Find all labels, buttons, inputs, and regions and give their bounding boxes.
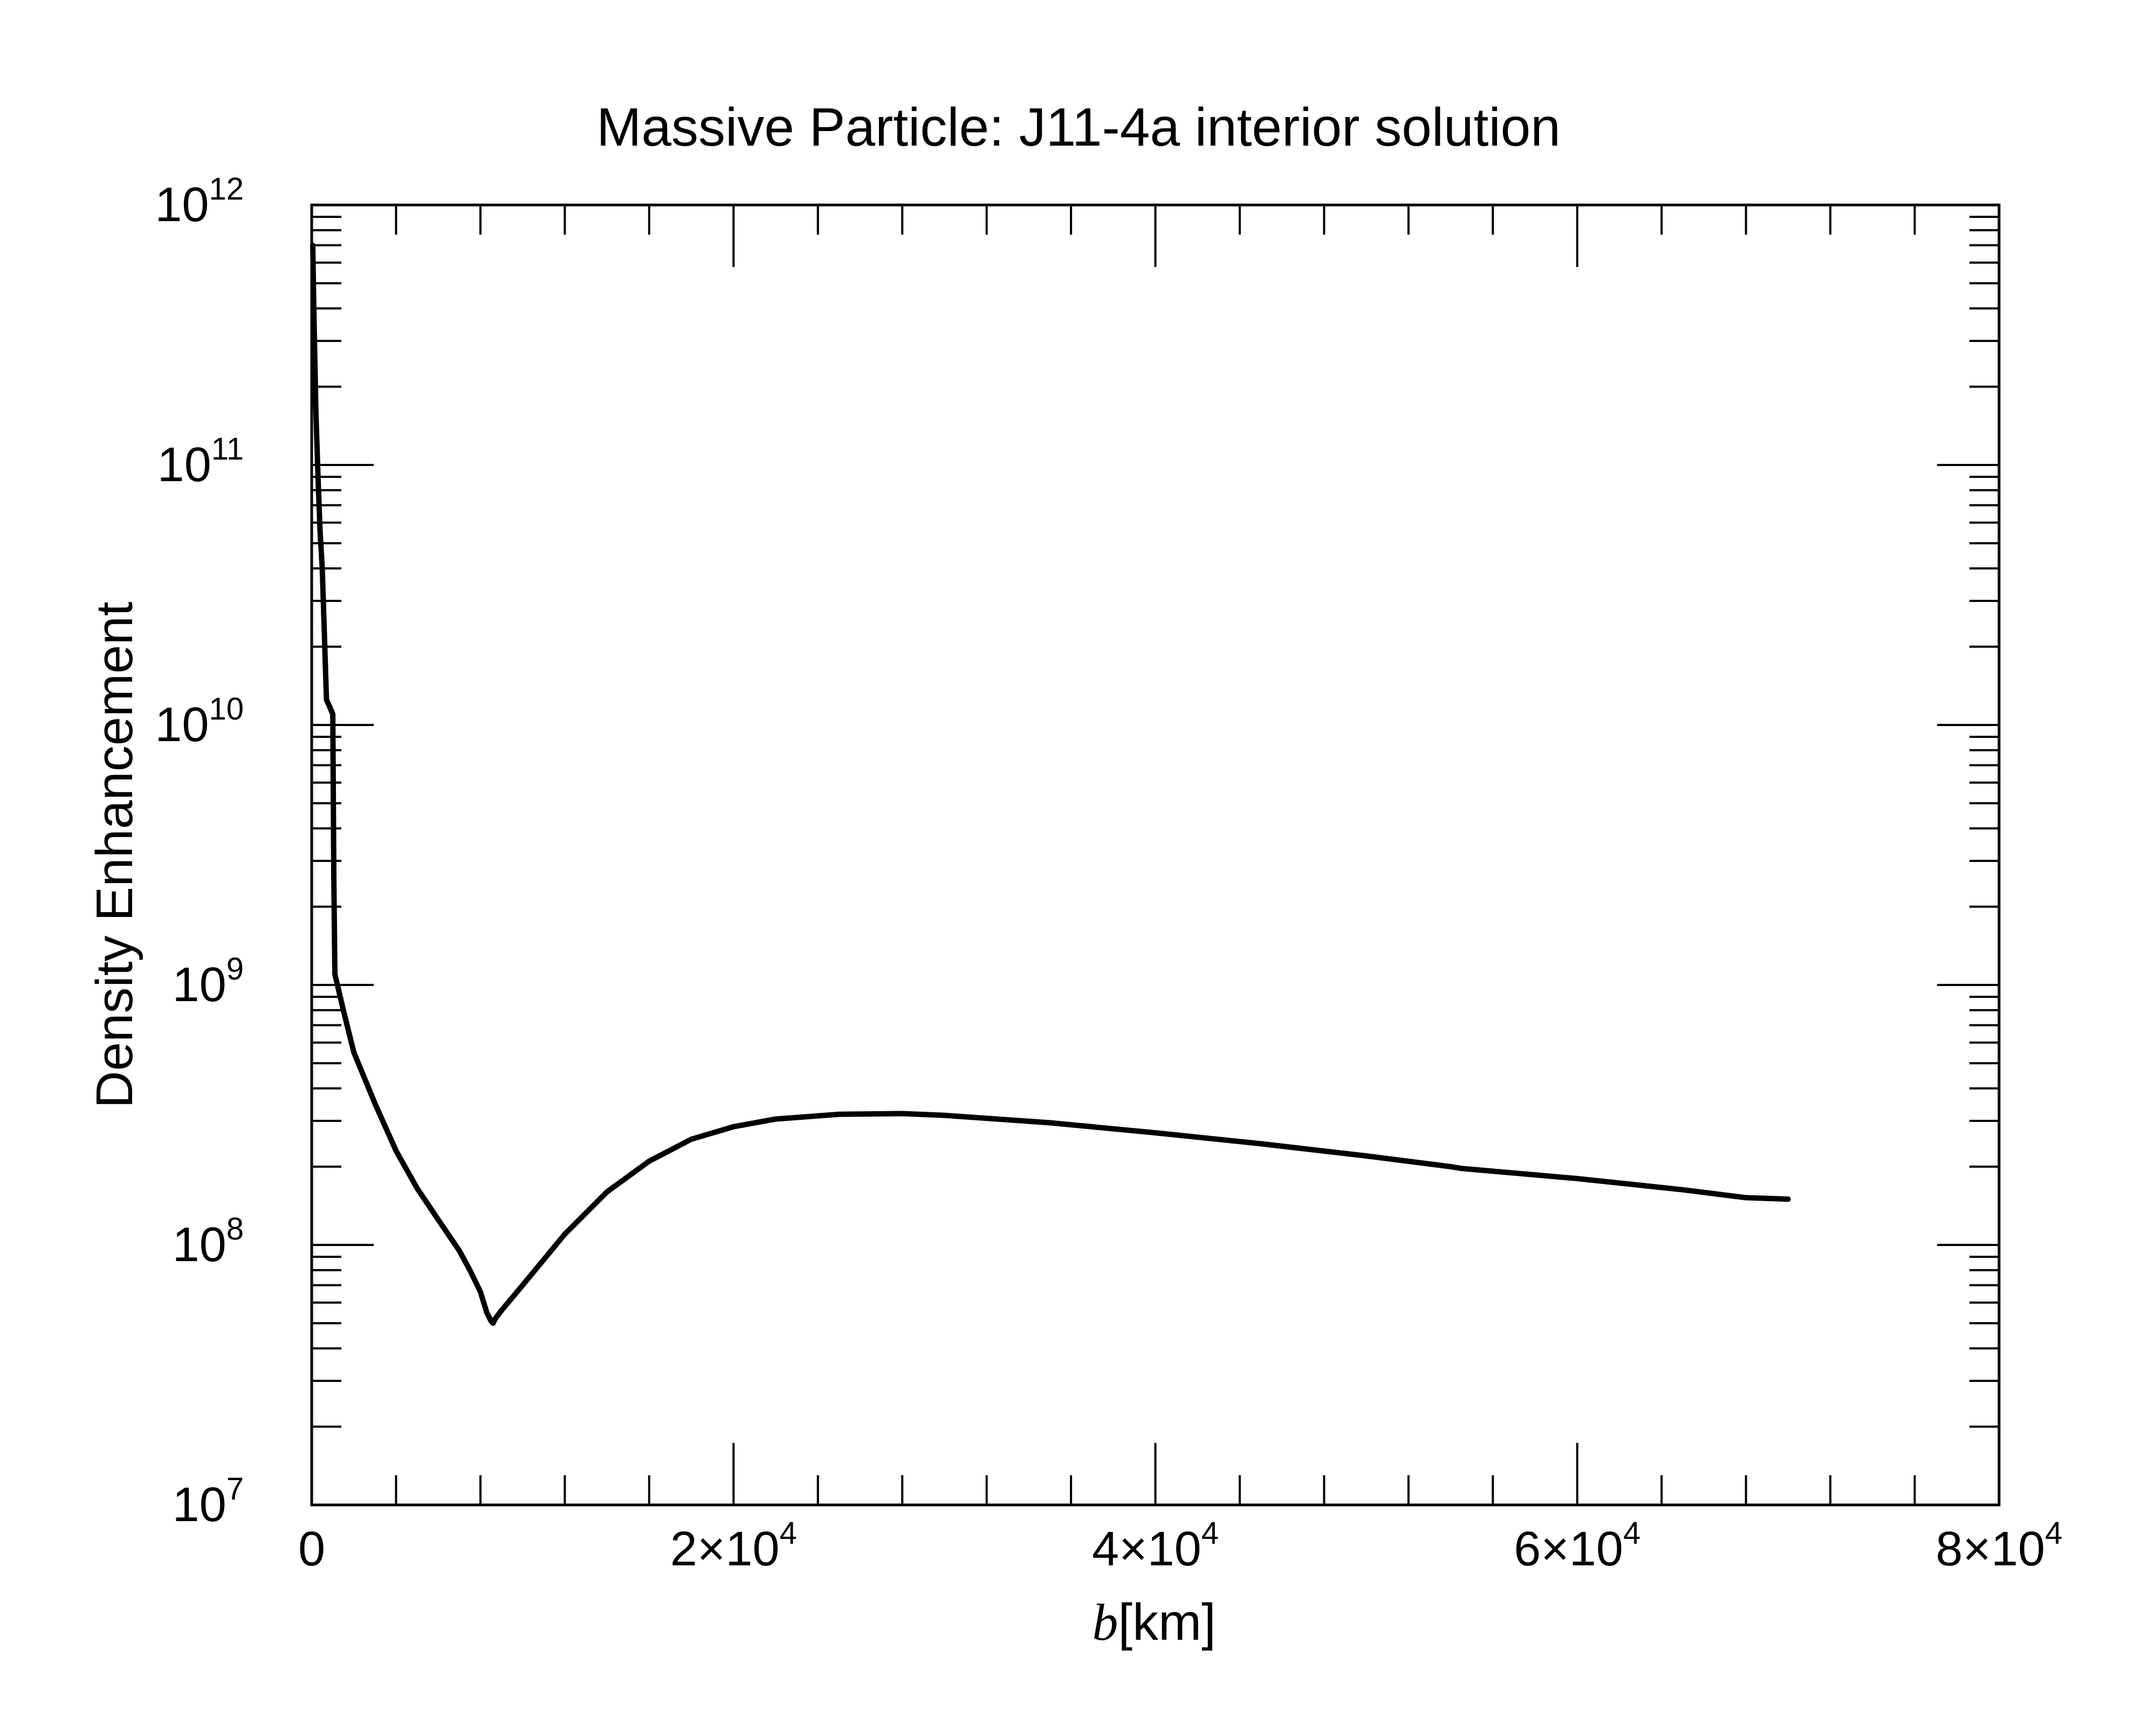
y-axis-label: Density Enhancement (86, 601, 143, 1108)
chart-title: Massive Particle: J11-4a interior soluti… (596, 97, 1561, 158)
y-tick-label: 1011 (157, 432, 244, 492)
y-tick-label: 1012 (155, 172, 244, 232)
x-tick-label: 8×104 (1936, 1516, 2063, 1576)
plot-frame (310, 203, 2001, 1507)
y-tick-label: 107 (173, 1471, 244, 1532)
x-tick-label: 2×104 (670, 1516, 797, 1576)
y-tick-label: 108 (173, 1211, 244, 1272)
series-line (310, 242, 1791, 1326)
x-tick-label: 4×104 (1092, 1516, 1219, 1576)
y-tick-label: 109 (173, 952, 244, 1012)
x-axis-unit: [km] (1118, 1593, 1216, 1651)
x-axis-label: b[km] (1092, 1593, 1216, 1651)
x-tick-label: 0 (298, 1522, 325, 1576)
x-axis-variable: b (1092, 1593, 1118, 1651)
x-tick-label: 6×104 (1514, 1516, 1640, 1576)
y-tick-label: 1010 (155, 692, 244, 752)
